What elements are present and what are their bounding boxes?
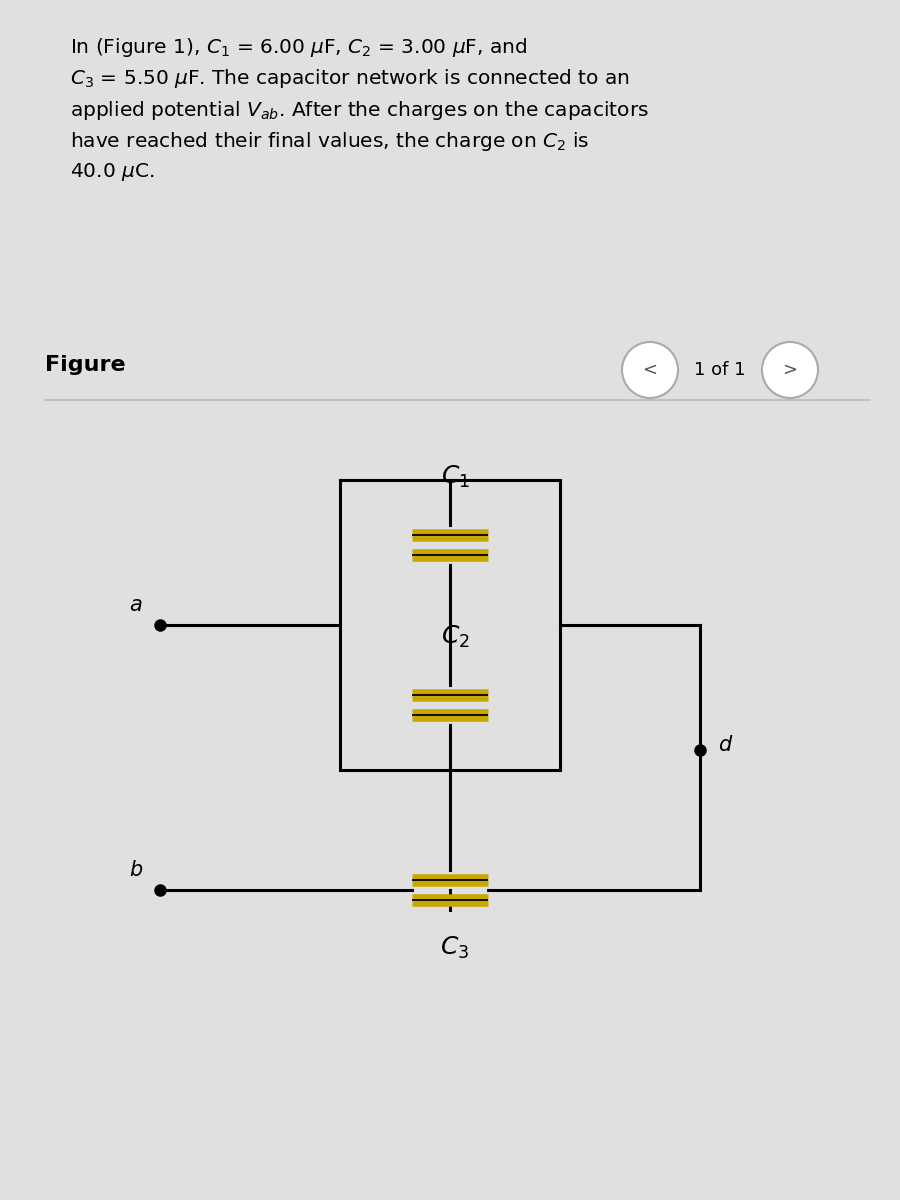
Text: $C_2$: $C_2$ (441, 624, 470, 650)
Text: b: b (129, 860, 142, 880)
Text: >: > (782, 361, 797, 379)
Text: In (Figure 1), $C_1$ = 6.00 $\mu$F, $C_2$ = 3.00 $\mu$F, and
$C_3$ = 5.50 $\mu$F: In (Figure 1), $C_1$ = 6.00 $\mu$F, $C_2… (70, 36, 649, 184)
Circle shape (762, 342, 818, 398)
Text: d: d (718, 734, 731, 755)
Text: Figure: Figure (45, 355, 126, 374)
Text: $C_3$: $C_3$ (440, 935, 470, 961)
Text: a: a (130, 595, 142, 614)
Text: 1 of 1: 1 of 1 (694, 361, 746, 379)
Circle shape (622, 342, 678, 398)
Text: $C_1$: $C_1$ (440, 463, 470, 490)
Text: <: < (643, 361, 658, 379)
